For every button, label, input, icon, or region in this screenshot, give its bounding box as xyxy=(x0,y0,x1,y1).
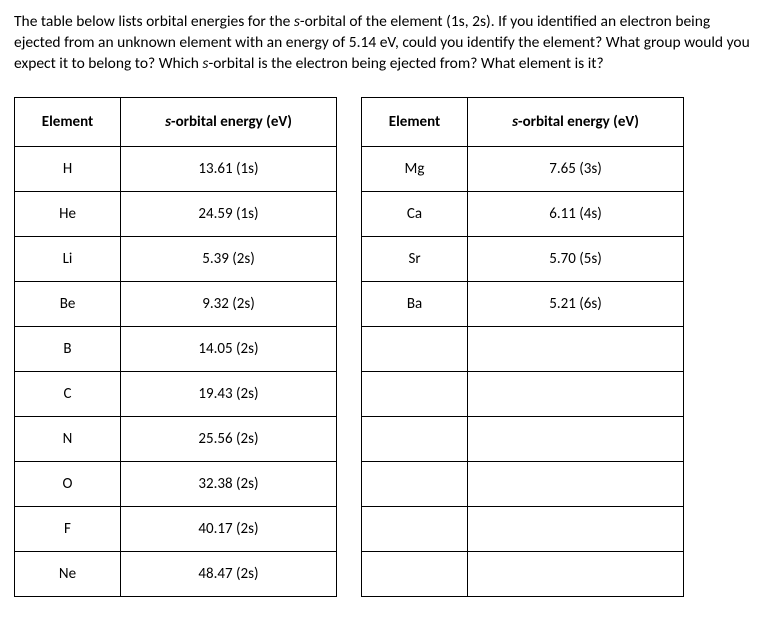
cell-spacer xyxy=(337,326,362,371)
cell-element xyxy=(362,551,468,596)
cell-energy xyxy=(468,506,684,551)
cell-element: Sr xyxy=(362,236,468,281)
header-energy-rest-left: -orbital energy (eV) xyxy=(171,113,292,131)
cell-spacer xyxy=(337,191,362,236)
cell-element: Ba xyxy=(362,281,468,326)
cell-element: N xyxy=(15,416,121,461)
table-row: B 14.05 (2s) xyxy=(15,326,684,371)
cell-spacer xyxy=(337,281,362,326)
table-row: He 24.59 (1s) Ca 6.11 (4s) xyxy=(15,191,684,236)
cell-energy xyxy=(468,461,684,506)
cell-element xyxy=(362,461,468,506)
cell-element xyxy=(362,371,468,416)
cell-element: Ne xyxy=(15,551,121,596)
cell-energy: 25.56 (2s) xyxy=(121,416,337,461)
cell-spacer xyxy=(337,506,362,551)
cell-element: B xyxy=(15,326,121,371)
cell-spacer xyxy=(337,146,362,191)
cell-spacer xyxy=(337,236,362,281)
cell-energy: 32.38 (2s) xyxy=(121,461,337,506)
cell-energy: 5.21 (6s) xyxy=(468,281,684,326)
cell-element xyxy=(362,506,468,551)
cell-spacer xyxy=(337,371,362,416)
header-energy-right: s-orbital energy (eV) xyxy=(468,97,684,146)
cell-element: H xyxy=(15,146,121,191)
table-body: H 13.61 (1s) Mg 7.65 (3s) He 24.59 (1s) … xyxy=(15,146,684,596)
cell-energy: 13.61 (1s) xyxy=(121,146,337,191)
cell-element: Be xyxy=(15,281,121,326)
cell-element: F xyxy=(15,506,121,551)
cell-energy: 40.17 (2s) xyxy=(121,506,337,551)
cell-element: Mg xyxy=(362,146,468,191)
cell-energy: 5.70 (5s) xyxy=(468,236,684,281)
table-header-row: Element s-orbital energy (eV) Element s-… xyxy=(15,97,684,146)
cell-spacer xyxy=(337,551,362,596)
cell-energy: 48.47 (2s) xyxy=(121,551,337,596)
table-row: Li 5.39 (2s) Sr 5.70 (5s) xyxy=(15,236,684,281)
table-row: O 32.38 (2s) xyxy=(15,461,684,506)
cell-spacer xyxy=(337,461,362,506)
q-part3: -orbital is the electron being ejected f… xyxy=(208,54,603,73)
cell-energy: 19.43 (2s) xyxy=(121,371,337,416)
cell-element: O xyxy=(15,461,121,506)
cell-energy: 14.05 (2s) xyxy=(121,326,337,371)
orbital-energy-table: Element s-orbital energy (eV) Element s-… xyxy=(14,97,684,597)
cell-energy: 9.32 (2s) xyxy=(121,281,337,326)
cell-energy: 6.11 (4s) xyxy=(468,191,684,236)
table-row: N 25.56 (2s) xyxy=(15,416,684,461)
cell-element: Li xyxy=(15,236,121,281)
cell-energy xyxy=(468,416,684,461)
cell-energy: 24.59 (1s) xyxy=(121,191,337,236)
table-row: Ne 48.47 (2s) xyxy=(15,551,684,596)
header-element-right: Element xyxy=(362,97,468,146)
q-part1: The table below lists orbital energies f… xyxy=(14,12,294,31)
cell-energy xyxy=(468,371,684,416)
cell-energy xyxy=(468,326,684,371)
cell-energy xyxy=(468,551,684,596)
cell-element xyxy=(362,416,468,461)
table-row: Be 9.32 (2s) Ba 5.21 (6s) xyxy=(15,281,684,326)
header-element-left: Element xyxy=(15,97,121,146)
cell-energy: 7.65 (3s) xyxy=(468,146,684,191)
cell-spacer xyxy=(337,416,362,461)
header-spacer xyxy=(337,97,362,146)
table-row: H 13.61 (1s) Mg 7.65 (3s) xyxy=(15,146,684,191)
cell-element: He xyxy=(15,191,121,236)
cell-element xyxy=(362,326,468,371)
question-text: The table below lists orbital energies f… xyxy=(14,12,750,75)
header-energy-left: s-orbital energy (eV) xyxy=(121,97,337,146)
cell-energy: 5.39 (2s) xyxy=(121,236,337,281)
header-energy-rest-right: -orbital energy (eV) xyxy=(518,113,639,131)
cell-element: Ca xyxy=(362,191,468,236)
table-row: C 19.43 (2s) xyxy=(15,371,684,416)
table-row: F 40.17 (2s) xyxy=(15,506,684,551)
cell-element: C xyxy=(15,371,121,416)
